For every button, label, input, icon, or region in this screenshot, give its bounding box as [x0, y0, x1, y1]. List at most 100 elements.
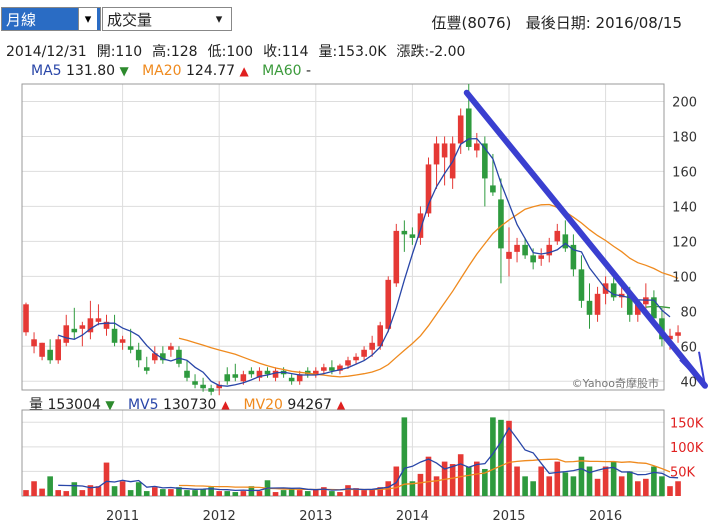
- candle-body: [103, 321, 110, 329]
- volume-bar: [127, 490, 134, 496]
- candle-body: [95, 318, 102, 322]
- volume-bar: [79, 490, 86, 496]
- candle-body: [119, 339, 126, 343]
- ma20-direction-icon: ▲: [239, 64, 249, 78]
- price-tick-label: 100: [672, 270, 697, 285]
- volume-bar: [538, 466, 544, 496]
- candle-body: [337, 365, 343, 371]
- candle-body: [256, 370, 263, 378]
- candle-body: [546, 244, 553, 256]
- candle-body: [55, 339, 61, 361]
- volume-bar: [667, 486, 673, 496]
- candle-body: [377, 325, 383, 347]
- candle-body: [321, 367, 327, 371]
- candle-body: [224, 374, 231, 382]
- chevron-down-icon: ▾: [215, 12, 223, 27]
- volume-bar: [337, 492, 343, 496]
- candle-body: [635, 304, 641, 315]
- price-tick-label: 40: [680, 375, 697, 390]
- chevron-down-icon: ▾: [78, 8, 97, 30]
- mv5-line: [58, 426, 679, 492]
- volume-panel-frame: [21, 409, 665, 497]
- candle-body: [127, 346, 134, 350]
- volume-bar: [87, 485, 94, 496]
- period-select[interactable]: 月線 ▾: [1, 7, 101, 31]
- volume-bar: [143, 491, 150, 496]
- volume-bar: [280, 490, 287, 496]
- volume-bar: [490, 417, 496, 496]
- candle-body: [71, 328, 78, 333]
- candle-body: [570, 244, 577, 270]
- candle-body: [490, 185, 496, 193]
- candle-body: [345, 360, 351, 366]
- volume-tick-label: 100K: [670, 441, 704, 456]
- moving-average-series: [57, 137, 679, 387]
- candle-body: [39, 342, 45, 357]
- candle-body: [465, 108, 472, 147]
- candle-body: [216, 384, 222, 389]
- volume-bar: [449, 464, 456, 496]
- candle-body: [401, 230, 408, 235]
- volume-bar: [55, 490, 61, 496]
- vol-direction-icon: ▼: [105, 398, 115, 412]
- latest-date: 最後日期: 2016/08/15: [525, 14, 682, 32]
- price-axis-labels: 40 60 80 100 120 140 160 180 200: [672, 95, 697, 390]
- volume-bar: [433, 476, 440, 496]
- candle-body: [626, 293, 633, 315]
- volume-bar: [296, 490, 303, 496]
- volume-bar: [288, 488, 295, 496]
- ohlc-open: 開:110: [96, 44, 143, 60]
- volume-bar: [401, 417, 408, 496]
- ma5-value: 131.80: [66, 63, 116, 79]
- candle-body: [369, 342, 375, 350]
- volume-bar: [103, 462, 110, 496]
- volume-bar: [353, 488, 359, 496]
- candle-body: [353, 356, 359, 361]
- candle-body: [264, 370, 271, 375]
- candle-body: [610, 283, 617, 298]
- volume-bar: [256, 491, 263, 496]
- trend-line: [463, 89, 708, 389]
- volume-bar: [361, 490, 367, 496]
- ma-legend: MA5 131.80 ▼ MA20 124.77 ▲ MA60 -: [31, 63, 311, 79]
- candle-body: [457, 115, 464, 144]
- volume-bar: [514, 466, 520, 496]
- volume-average-series: [58, 426, 679, 492]
- candle-body: [184, 370, 190, 378]
- volume-bar: [610, 461, 617, 496]
- volume-bar: [216, 491, 222, 496]
- volume-bar: [635, 481, 641, 496]
- ma20-label: MA20: [142, 63, 182, 79]
- volume-bar: [393, 466, 400, 496]
- mv20-direction-icon: ▲: [336, 398, 346, 412]
- ohlc-date: 2014/12/31: [6, 44, 87, 60]
- vol-value: 153004: [47, 397, 101, 413]
- indicator-select[interactable]: 成交量 ▾: [102, 7, 232, 31]
- ohlc-change: 漲跌:-2.00: [396, 44, 466, 60]
- stock-info: 伍豐(8076) 最後日期: 2016/08/15: [432, 12, 682, 33]
- candle-body: [87, 318, 94, 333]
- candle-body: [498, 199, 504, 249]
- mv20-label: MV20: [243, 397, 283, 413]
- volume-bar: [152, 487, 158, 496]
- price-panel-frame: [21, 83, 665, 391]
- candle-body: [433, 143, 440, 165]
- volume-bar: [506, 420, 512, 496]
- volume-bar: [546, 476, 553, 496]
- candle-body: [530, 255, 536, 263]
- candle-body: [143, 367, 150, 371]
- mv20-line: [179, 458, 671, 491]
- time-axis-labels: 2011 2012 2013 2014 2015 2016: [106, 509, 622, 524]
- volume-bar: [465, 466, 472, 496]
- candle-body: [240, 374, 247, 382]
- candle-body: [168, 346, 174, 350]
- candle-body: [514, 244, 520, 252]
- volume-bar: [457, 454, 464, 496]
- candle-body: [192, 381, 198, 385]
- vol-label: 量: [29, 397, 43, 413]
- volume-tick-label: 150K: [670, 416, 704, 431]
- volume-bar: [345, 485, 351, 496]
- volume-bar: [530, 481, 536, 496]
- volume-bar: [119, 481, 126, 496]
- ma5-label: MA5: [31, 63, 62, 79]
